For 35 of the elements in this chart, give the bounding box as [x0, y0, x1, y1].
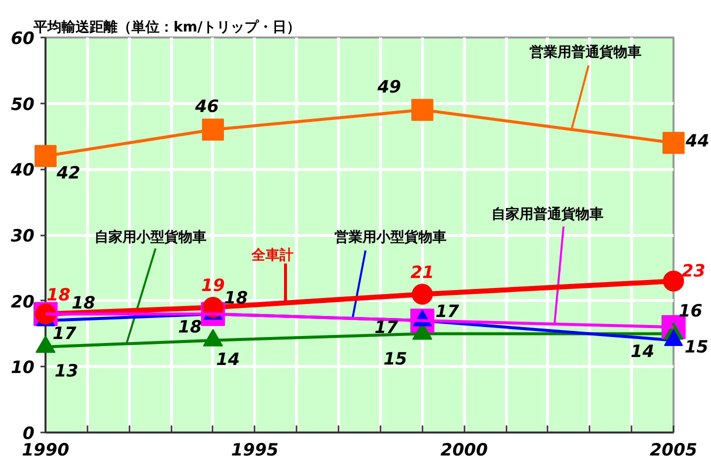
text: 営業用普通貨物車	[530, 44, 642, 60]
data-label: 18	[46, 286, 70, 306]
text: 全車計	[250, 248, 294, 264]
y-tick-label: 40	[10, 160, 35, 181]
y-tick-label: 20	[10, 292, 35, 312]
data-label: 13	[54, 361, 78, 382]
data-label: 18	[178, 318, 202, 338]
x-tick-label: 2000	[440, 440, 488, 460]
data-label: 15	[684, 337, 708, 358]
data-label: 14	[216, 350, 240, 370]
text: 営業用小型貨物車	[334, 230, 446, 246]
data-label: 49	[376, 77, 402, 98]
data-label: 44	[684, 131, 710, 152]
data-label: 16	[678, 302, 702, 322]
data-label: 17	[52, 324, 76, 344]
data-label: 46	[194, 97, 219, 118]
y-tick-label: 30	[10, 226, 35, 246]
data-label: 18	[224, 288, 248, 308]
text: 自家用小型貨物車	[94, 228, 206, 246]
text: 自家用普通貨物車	[492, 206, 604, 222]
x-tick-label: 2005	[650, 440, 698, 460]
chart-title: 平均輸送距離（単位：km/トリップ・日）	[32, 18, 301, 36]
data-label: 17	[435, 302, 460, 322]
data-label: 15	[383, 349, 408, 370]
data-label: 23	[682, 262, 706, 282]
y-tick-label: 10	[10, 358, 35, 378]
data-label: 42	[56, 164, 80, 184]
y-tick-label: 60	[10, 29, 35, 49]
data-label: 21	[410, 262, 434, 283]
data-label: 14	[630, 342, 654, 362]
data-label: 18	[72, 294, 96, 314]
data-label: 19	[201, 276, 225, 296]
x-tick-label: 1995	[231, 440, 279, 460]
data-label: 17	[374, 318, 398, 338]
y-tick-label: 50	[10, 94, 35, 115]
